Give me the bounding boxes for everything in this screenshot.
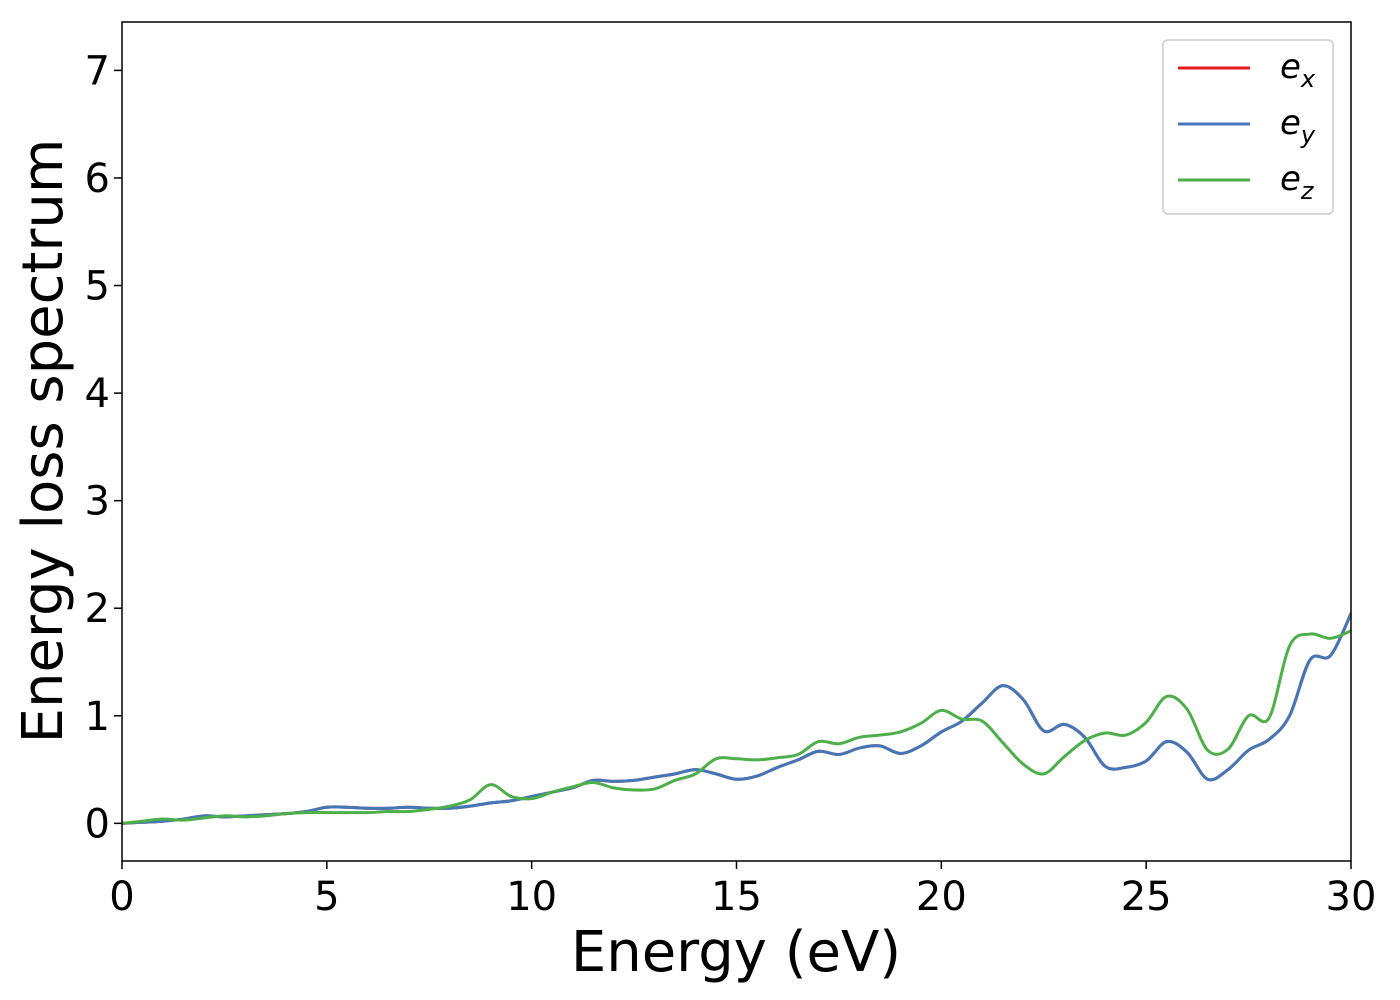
legend-label-z: ez	[1280, 159, 1315, 205]
y-tick-label: 0	[85, 801, 110, 847]
y-tick-label: 6	[85, 156, 110, 202]
legend-box	[1162, 39, 1334, 215]
x-tick-label: 15	[711, 874, 762, 920]
legend-label-y: ey	[1280, 103, 1316, 149]
y-tick-label: 3	[85, 479, 110, 525]
series-layer	[122, 612, 1351, 825]
y-tick-label: 2	[85, 586, 110, 632]
x-tick-label: 0	[109, 874, 134, 920]
y-tick-label: 4	[85, 371, 110, 417]
series-line-z	[122, 629, 1351, 825]
x-tick-label: 5	[314, 874, 339, 920]
y-tick-label: 5	[85, 264, 110, 310]
y-tick-label: 1	[85, 694, 110, 740]
y-axis-ticks: 0 1 2 3 4 5 6 7	[85, 48, 122, 847]
x-tick-label: 30	[1326, 874, 1377, 920]
x-tick-label: 25	[1121, 874, 1172, 920]
y-axis-label: Energy loss spectrum	[11, 139, 76, 744]
x-axis-label: Energy (eV)	[571, 920, 901, 985]
x-tick-label: 10	[506, 874, 557, 920]
x-tick-label: 20	[916, 874, 967, 920]
y-tick-label: 7	[85, 48, 110, 94]
series-line-y	[122, 612, 1351, 825]
x-axis-ticks: 0 5 10 15 20 25 30	[109, 861, 1376, 920]
legend: ex ey ez	[1162, 39, 1334, 215]
legend-label-x: ex	[1280, 47, 1316, 93]
